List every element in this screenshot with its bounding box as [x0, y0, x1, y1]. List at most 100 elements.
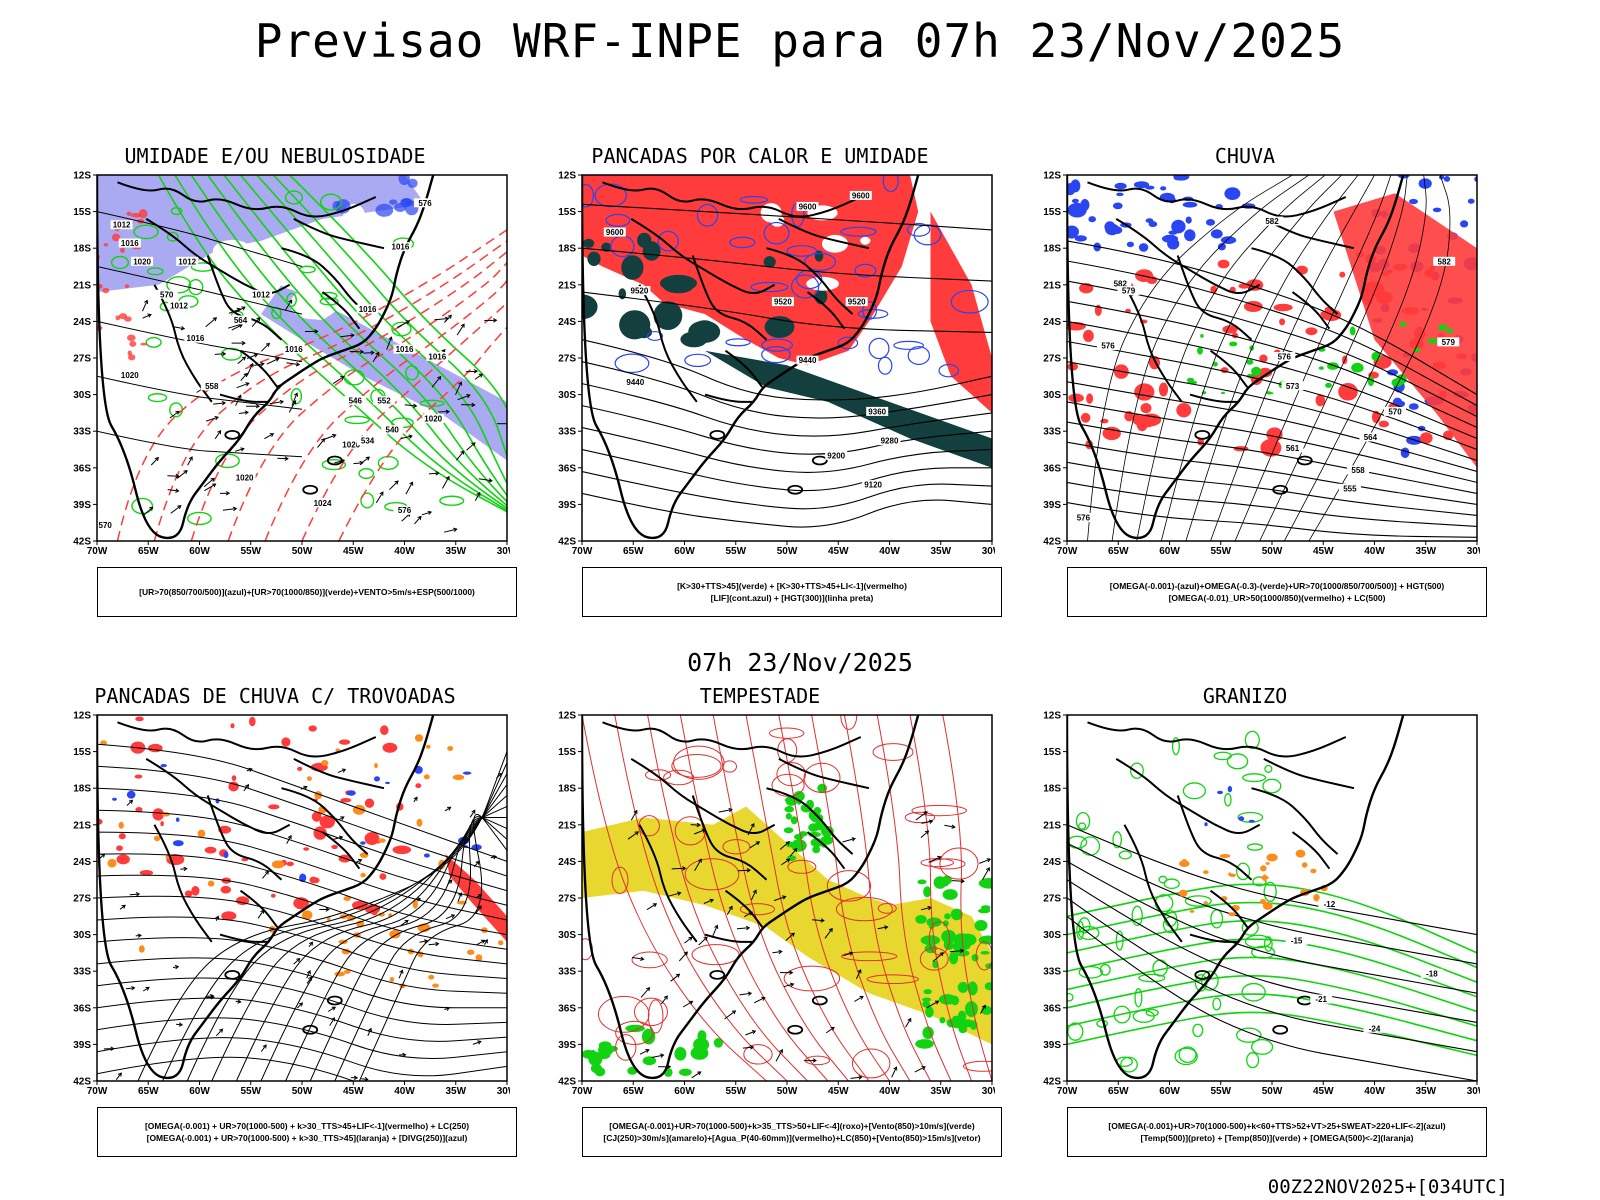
wind-vector-shaft — [920, 830, 929, 838]
contour-label: 9280 — [881, 437, 899, 446]
wind-vector-shaft — [363, 352, 374, 354]
streamline-arrow — [367, 1027, 372, 1037]
wind-vector-shaft — [678, 951, 688, 962]
low-level-humidity-contour — [145, 336, 162, 348]
streamline — [1185, 175, 1359, 541]
omega-area — [1260, 865, 1267, 872]
temp850-contour — [1145, 1008, 1159, 1017]
lat-label: 21S — [1043, 820, 1061, 831]
lon-label: 40W — [879, 546, 900, 557]
thunderstorm-area — [340, 798, 352, 803]
lon-label: 50W — [777, 1086, 798, 1097]
wind-vector-head — [645, 1049, 650, 1053]
streamline-arrow — [400, 919, 409, 927]
contour-label: 534 — [361, 437, 375, 446]
streamline-250 — [137, 751, 507, 1081]
wind-vector-head — [924, 830, 930, 835]
country-border — [1176, 795, 1253, 881]
contour-label: 576 — [1101, 342, 1115, 351]
convection-area — [321, 760, 329, 766]
convection-area — [423, 774, 430, 780]
wind-vector-head — [237, 999, 242, 1004]
low-level-humidity-contour — [147, 393, 168, 403]
contour-label: 564 — [234, 316, 248, 325]
contour-label-bg — [1285, 935, 1308, 945]
lat-label: 27S — [73, 894, 91, 905]
wind-vector-shaft — [167, 475, 179, 477]
lon-label: 40W — [1364, 1086, 1385, 1097]
lat-label: 27S — [558, 894, 576, 905]
pressure-isobar — [97, 320, 303, 363]
wind-vector-head — [180, 326, 186, 331]
panel-umidade: UMIDADE E/OU NEBULOSIDADE 1012 1016 1020 10… — [40, 144, 517, 630]
wind-vector-head — [709, 898, 715, 903]
wind-vector-head — [331, 1006, 337, 1011]
wind-vector-head — [458, 892, 463, 897]
country-border — [239, 889, 279, 928]
wind-vector-head — [789, 982, 795, 987]
wind-vector-shaft — [469, 810, 476, 818]
lon-label: 70W — [1057, 1086, 1078, 1097]
low-level-humidity-contour — [360, 492, 375, 509]
wind-vector-head — [480, 939, 486, 944]
wind-vector-head — [951, 824, 956, 829]
streamline-250 — [97, 787, 507, 892]
wind-vector-shaft — [474, 894, 482, 899]
temp850-contour — [1224, 793, 1232, 807]
legend-line: [OMEGA(-0.001)-(azul)+OMEGA(-0.3)-(verde… — [1109, 581, 1445, 591]
map-frame — [581, 174, 993, 542]
contour-label: 9440 — [626, 378, 644, 387]
temp850-contour — [1246, 843, 1263, 851]
moist-area — [601, 242, 612, 252]
wind-vector — [375, 491, 384, 504]
temp500-contour — [1067, 824, 1477, 936]
wind-vector-head — [435, 941, 440, 947]
wind-vector-head — [175, 473, 180, 479]
wind-vector-shaft — [176, 1023, 183, 1026]
wind-vector — [213, 400, 227, 406]
wind-vector-shaft — [694, 858, 702, 871]
wind-vector-shaft — [783, 983, 794, 988]
wind-vector-head — [217, 429, 222, 435]
streamline-850 — [778, 715, 890, 1081]
wind-vector — [745, 1030, 757, 1036]
lake-outline — [1296, 455, 1313, 466]
thunderstorm-area — [352, 900, 368, 910]
thunderstorm-area — [191, 886, 200, 896]
streamline-arrow — [483, 939, 488, 945]
lat-label: 36S — [1043, 463, 1061, 474]
streamline-850 — [909, 715, 972, 1081]
country-border — [1251, 787, 1339, 855]
water-vapor-contour — [597, 995, 650, 1033]
wind-vector — [684, 936, 693, 944]
lat-label: 27S — [558, 354, 576, 365]
lake-outline — [302, 484, 319, 495]
lon-label: 45W — [1313, 546, 1334, 557]
streamline-arrow — [172, 964, 180, 970]
wind-vector-head — [921, 1066, 926, 1071]
contour-label-bg — [155, 289, 178, 299]
streamline-850 — [582, 715, 767, 1081]
country-border — [153, 284, 213, 403]
convection-area — [467, 949, 475, 955]
omega-area — [1224, 187, 1241, 200]
contour-label-bg — [1384, 406, 1406, 416]
strong-wind-area — [944, 913, 951, 920]
streamline-arrow — [142, 986, 150, 992]
wind-vector-head — [256, 316, 261, 322]
contour-label: 573 — [1286, 382, 1300, 391]
streamline-250 — [97, 916, 507, 979]
wind-vector-head — [275, 357, 280, 362]
contour-label: 558 — [205, 382, 219, 391]
water-vapor-contour — [929, 858, 966, 870]
wind-vector-head — [731, 1010, 737, 1015]
contour-label: 1016 — [428, 353, 446, 362]
lake-outline — [787, 484, 804, 495]
thunderstorm-area — [148, 743, 163, 753]
heavy-rain-area — [1186, 377, 1195, 382]
clear-area — [212, 239, 252, 262]
lake-outline — [1272, 484, 1289, 495]
strong-wind-area — [951, 1019, 960, 1027]
lat-label: 36S — [1043, 1003, 1061, 1014]
temp850-contour — [1171, 737, 1180, 756]
